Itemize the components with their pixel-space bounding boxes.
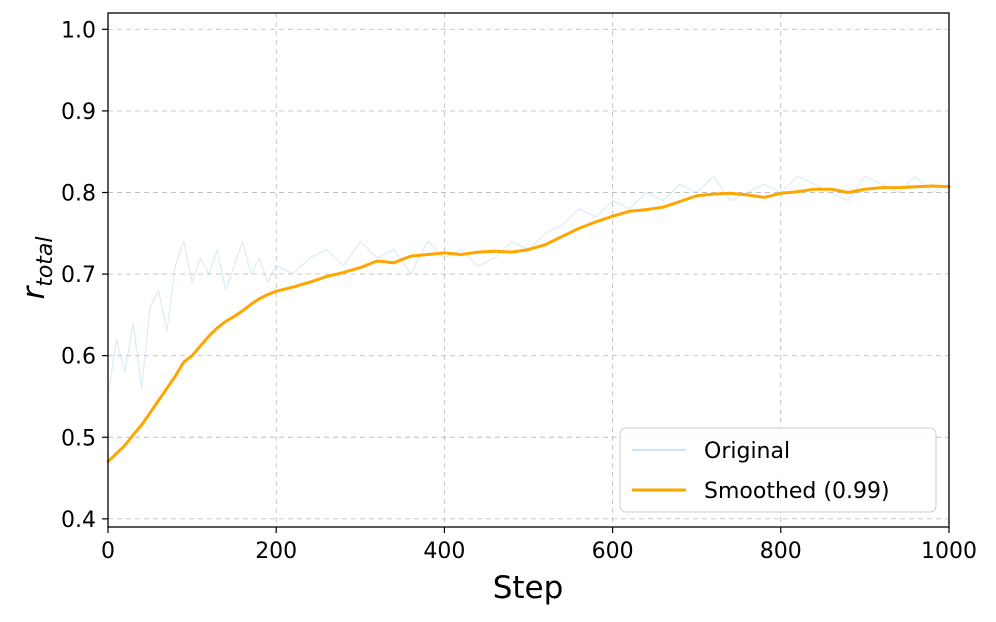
y-tick-label: 0.5 — [61, 426, 96, 451]
y-axis-label-main: r — [16, 285, 52, 300]
x-tick-label: 200 — [255, 539, 297, 564]
x-tick-label: 600 — [592, 539, 634, 564]
x-axis-ticks: 0 200 400 600 800 1000 — [101, 527, 977, 564]
y-tick-label: 0.9 — [61, 100, 96, 125]
y-tick-label: 1.0 — [61, 18, 96, 43]
legend: Original Smoothed (0.99) — [619, 427, 937, 513]
y-tick-label: 0.6 — [61, 345, 96, 370]
x-tick-label: 800 — [760, 539, 802, 564]
y-axis-ticks: 0.4 0.5 0.6 0.7 0.8 0.9 1.0 — [61, 18, 108, 533]
y-tick-label: 0.8 — [61, 181, 96, 206]
legend-box — [619, 427, 937, 513]
x-tick-label: 400 — [423, 539, 465, 564]
series-layer — [106, 175, 951, 464]
legend-label-original: Original — [704, 439, 790, 464]
x-axis-label: Step — [493, 570, 564, 606]
y-tick-label: 0.4 — [61, 508, 96, 533]
x-tick-label: 0 — [101, 539, 115, 564]
y-tick-label: 0.7 — [61, 263, 96, 288]
legend-label-smoothed: Smoothed (0.99) — [704, 479, 890, 504]
plot-frame — [107, 12, 950, 528]
series-line-original — [107, 175, 950, 398]
y-axis-label: rtotal — [16, 236, 58, 299]
series-line-smoothed — [106, 184, 951, 464]
x-tick-label: 1000 — [921, 539, 977, 564]
y-axis-label-subscript: total — [33, 236, 58, 286]
